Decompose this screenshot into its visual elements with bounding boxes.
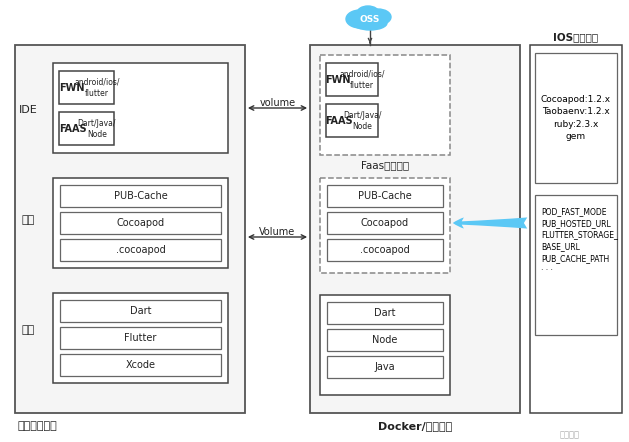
Text: IOS工程依赖: IOS工程依赖 — [554, 32, 599, 42]
Bar — [327, 302, 443, 324]
Bar — [535, 53, 617, 183]
Text: FAAS: FAAS — [59, 124, 87, 134]
Text: OSS: OSS — [360, 15, 380, 23]
Bar — [320, 295, 450, 395]
Text: 缓存: 缓存 — [21, 215, 35, 225]
Text: POD_FAST_MODE
PUB_HOSTED_URL
FLUTTER_STORAGE_
BASE_URL
PUB_CACHE_PATH
· · ·: POD_FAST_MODE PUB_HOSTED_URL FLUTTER_STO… — [541, 207, 618, 275]
Bar — [320, 178, 450, 273]
Bar — [327, 239, 443, 261]
Text: Dart: Dart — [374, 308, 396, 318]
Ellipse shape — [346, 10, 374, 28]
Bar — [327, 212, 443, 234]
Bar — [327, 185, 443, 207]
Bar — [53, 63, 228, 153]
Bar — [53, 293, 228, 383]
Text: FAAS: FAAS — [325, 116, 353, 126]
Bar — [53, 178, 228, 268]
Text: Xcode: Xcode — [126, 360, 155, 370]
Bar — [310, 45, 520, 413]
Text: Dart/Java/
Node: Dart/Java/ Node — [343, 111, 381, 131]
Text: android/ios/
flutter: android/ios/ flutter — [74, 78, 120, 98]
Bar — [326, 63, 378, 96]
Bar — [327, 356, 443, 378]
Text: PUB-Cache: PUB-Cache — [358, 191, 412, 201]
Text: PUB-Cache: PUB-Cache — [114, 191, 167, 201]
Text: Cocoapod: Cocoapod — [116, 218, 165, 228]
Bar — [327, 329, 443, 351]
Bar — [60, 185, 221, 207]
Bar — [15, 45, 245, 413]
Text: Docker/远程环境: Docker/远程环境 — [378, 421, 452, 431]
Bar — [535, 195, 617, 335]
Ellipse shape — [353, 16, 387, 30]
Ellipse shape — [365, 9, 391, 25]
Text: 淘系技术: 淘系技术 — [560, 431, 580, 439]
Text: 本地开发环境: 本地开发环境 — [17, 421, 57, 431]
Bar — [60, 354, 221, 376]
Text: Faas工程依赖: Faas工程依赖 — [361, 160, 409, 170]
Bar — [530, 45, 622, 413]
Text: FWN: FWN — [59, 83, 85, 93]
Text: Dart: Dart — [130, 306, 151, 316]
Text: Cocoapod: Cocoapod — [361, 218, 409, 228]
Text: IDE: IDE — [19, 105, 37, 115]
Bar — [59, 71, 114, 104]
Ellipse shape — [357, 6, 379, 20]
Bar — [59, 112, 114, 145]
Bar — [60, 239, 221, 261]
Text: Node: Node — [372, 335, 398, 345]
Bar — [60, 327, 221, 349]
Text: android/ios/
flutter: android/ios/ flutter — [339, 70, 385, 90]
Text: Volume: Volume — [259, 227, 296, 237]
Text: Java: Java — [375, 362, 395, 372]
Bar — [60, 212, 221, 234]
Text: Flutter: Flutter — [125, 333, 157, 343]
Text: .cocoapod: .cocoapod — [116, 245, 165, 255]
Text: .cocoapod: .cocoapod — [360, 245, 410, 255]
Text: 软件: 软件 — [21, 325, 35, 335]
Text: Cocoapod:1.2.x
Taobaenv:1.2.x
ruby:2.3.x
gem: Cocoapod:1.2.x Taobaenv:1.2.x ruby:2.3.x… — [541, 95, 611, 141]
Bar — [320, 55, 450, 155]
Bar — [326, 104, 378, 137]
Text: volume: volume — [259, 98, 296, 108]
Bar — [60, 300, 221, 322]
Text: Dart/Java/
Node: Dart/Java/ Node — [78, 119, 116, 139]
Text: FWN: FWN — [325, 75, 351, 85]
